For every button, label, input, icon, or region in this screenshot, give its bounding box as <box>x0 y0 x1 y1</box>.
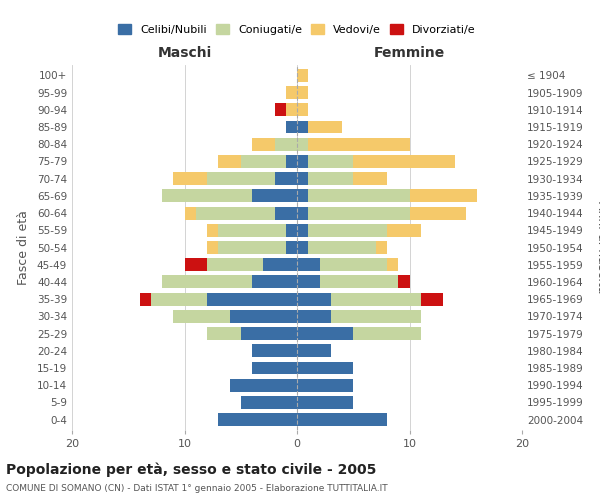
Bar <box>308 206 409 220</box>
Bar <box>297 310 331 323</box>
Bar <box>286 241 297 254</box>
Y-axis label: Fasce di età: Fasce di età <box>17 210 30 285</box>
Bar <box>275 206 297 220</box>
Bar <box>297 362 353 374</box>
Bar <box>229 379 297 392</box>
Bar <box>218 413 297 426</box>
Bar <box>162 276 252 288</box>
Bar <box>252 362 297 374</box>
Bar <box>308 241 376 254</box>
Bar <box>286 120 297 134</box>
Bar <box>297 258 320 271</box>
Bar <box>229 310 297 323</box>
Bar <box>387 224 421 236</box>
Bar <box>353 172 387 185</box>
Bar <box>275 104 286 116</box>
Bar <box>297 276 320 288</box>
Bar <box>218 155 241 168</box>
Bar <box>297 396 353 409</box>
Bar <box>207 292 297 306</box>
Bar <box>286 155 297 168</box>
Bar <box>275 172 297 185</box>
Bar <box>353 327 421 340</box>
Bar <box>409 206 466 220</box>
Bar <box>398 276 409 288</box>
Bar <box>252 344 297 358</box>
Bar <box>207 241 218 254</box>
Bar <box>196 206 275 220</box>
Bar <box>297 292 331 306</box>
Bar <box>308 138 409 150</box>
Bar <box>297 206 308 220</box>
Bar <box>241 396 297 409</box>
Text: COMUNE DI SOMANO (CN) - Dati ISTAT 1° gennaio 2005 - Elaborazione TUTTITALIA.IT: COMUNE DI SOMANO (CN) - Dati ISTAT 1° ge… <box>6 484 388 493</box>
Bar <box>252 276 297 288</box>
Bar <box>252 138 275 150</box>
Bar <box>331 310 421 323</box>
Bar <box>241 155 286 168</box>
Bar <box>320 258 387 271</box>
Bar <box>241 327 297 340</box>
Bar <box>297 86 308 99</box>
Bar <box>308 190 409 202</box>
Bar <box>297 104 308 116</box>
Bar <box>297 224 308 236</box>
Bar <box>409 190 477 202</box>
Bar <box>263 258 297 271</box>
Bar <box>387 258 398 271</box>
Bar <box>308 172 353 185</box>
Bar <box>297 172 308 185</box>
Bar <box>173 310 229 323</box>
Bar <box>320 276 398 288</box>
Bar <box>297 241 308 254</box>
Bar <box>207 224 218 236</box>
Bar <box>297 327 353 340</box>
Bar <box>297 155 308 168</box>
Bar <box>218 241 286 254</box>
Bar <box>297 344 331 358</box>
Bar <box>376 241 387 254</box>
Text: Popolazione per età, sesso e stato civile - 2005: Popolazione per età, sesso e stato civil… <box>6 462 376 477</box>
Bar <box>207 327 241 340</box>
Bar <box>286 86 297 99</box>
Y-axis label: Anni di nascita: Anni di nascita <box>595 201 600 294</box>
Bar <box>162 190 252 202</box>
Text: Maschi: Maschi <box>157 46 212 60</box>
Bar <box>173 172 207 185</box>
Bar <box>308 155 353 168</box>
Bar <box>308 224 387 236</box>
Bar <box>297 120 308 134</box>
Bar <box>331 292 421 306</box>
Legend: Celibi/Nubili, Coniugati/e, Vedovi/e, Divorziati/e: Celibi/Nubili, Coniugati/e, Vedovi/e, Di… <box>114 20 480 39</box>
Bar <box>297 413 387 426</box>
Bar <box>308 120 342 134</box>
Bar <box>207 172 275 185</box>
Bar <box>185 206 196 220</box>
Bar <box>297 379 353 392</box>
Bar <box>297 190 308 202</box>
Bar <box>353 155 455 168</box>
Bar <box>151 292 207 306</box>
Bar <box>297 138 308 150</box>
Bar <box>421 292 443 306</box>
Bar <box>185 258 207 271</box>
Bar <box>275 138 297 150</box>
Bar <box>286 104 297 116</box>
Bar <box>297 69 308 82</box>
Bar <box>139 292 151 306</box>
Bar <box>218 224 286 236</box>
Bar <box>207 258 263 271</box>
Text: Femmine: Femmine <box>374 46 445 60</box>
Bar <box>252 190 297 202</box>
Bar <box>286 224 297 236</box>
